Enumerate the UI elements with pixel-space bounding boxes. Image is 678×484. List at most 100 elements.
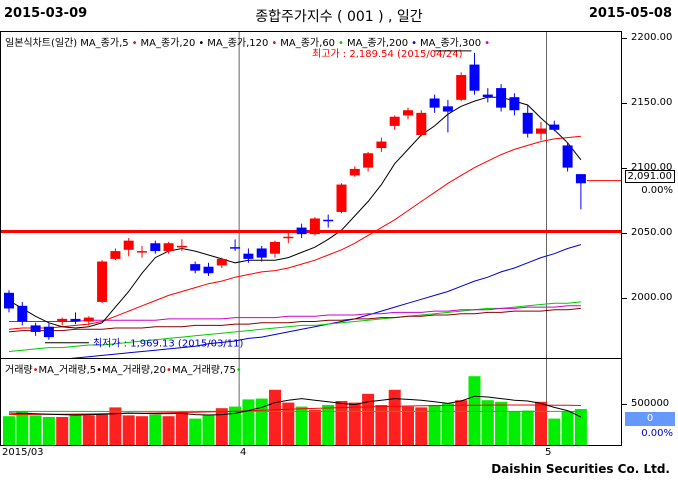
volume-bar[interactable] xyxy=(269,389,281,445)
volume-bar[interactable] xyxy=(481,400,494,445)
volume-bar[interactable] xyxy=(415,407,428,445)
volume-chart[interactable] xyxy=(1,359,621,445)
candle[interactable] xyxy=(376,137,387,152)
volume-bar[interactable] xyxy=(56,417,69,445)
volume-bar[interactable] xyxy=(441,403,454,445)
candle[interactable] xyxy=(243,248,254,263)
volume-bar[interactable] xyxy=(508,411,521,445)
volume-tick-label: 500000 xyxy=(631,398,670,409)
volume-bar[interactable] xyxy=(548,418,561,445)
candle[interactable] xyxy=(496,84,507,112)
candle[interactable] xyxy=(336,183,347,214)
candle[interactable] xyxy=(30,322,41,336)
volume-bar[interactable] xyxy=(136,416,148,445)
candle[interactable] xyxy=(4,290,14,313)
volume-bar[interactable] xyxy=(388,389,401,445)
candle[interactable] xyxy=(70,312,81,325)
candle[interactable] xyxy=(323,214,334,228)
candle[interactable] xyxy=(283,231,294,244)
volume-bar[interactable] xyxy=(468,376,481,445)
candle[interactable] xyxy=(469,52,480,95)
candle[interactable] xyxy=(123,238,134,257)
candle-body xyxy=(43,326,54,338)
volume-bar[interactable] xyxy=(402,406,414,445)
candle[interactable] xyxy=(522,105,533,138)
candle[interactable] xyxy=(150,240,161,254)
candle[interactable] xyxy=(389,115,400,130)
candle[interactable] xyxy=(57,317,68,326)
volume-bar[interactable] xyxy=(428,405,441,445)
candle-body xyxy=(83,317,94,322)
volume-bar[interactable] xyxy=(521,410,534,445)
candle[interactable] xyxy=(17,301,28,326)
price-tick xyxy=(621,298,627,300)
candle[interactable] xyxy=(296,223,307,239)
volume-bar[interactable] xyxy=(215,408,228,445)
volume-bar[interactable] xyxy=(561,411,574,445)
volume-bar[interactable] xyxy=(322,405,335,445)
volume-bar[interactable] xyxy=(69,414,82,445)
candle[interactable] xyxy=(97,260,108,304)
volume-bar[interactable] xyxy=(308,409,321,445)
volume-bar[interactable] xyxy=(242,399,255,445)
candle[interactable] xyxy=(270,240,280,258)
price-panel[interactable]: 최고가 : 2,189.54 (2015/04/24) 최저가 : 1,969.1… xyxy=(0,31,622,365)
candle-body xyxy=(203,266,214,274)
candle[interactable] xyxy=(83,316,94,326)
candle[interactable] xyxy=(230,239,241,252)
candle[interactable] xyxy=(575,174,586,210)
volume-bar[interactable] xyxy=(348,402,361,445)
volume-bar[interactable] xyxy=(42,417,55,445)
x-label-apr: 4 xyxy=(240,447,247,458)
candle[interactable] xyxy=(216,257,227,269)
volume-bar[interactable] xyxy=(295,406,308,445)
price-chart[interactable]: 최고가 : 2,189.54 (2015/04/24) 최저가 : 1,969.1… xyxy=(1,32,621,365)
volume-bar[interactable] xyxy=(3,416,15,445)
candle[interactable] xyxy=(110,248,121,261)
volume-bar[interactable] xyxy=(574,409,587,445)
candle[interactable] xyxy=(456,72,467,102)
candle[interactable] xyxy=(43,322,54,340)
volume-bar[interactable] xyxy=(282,402,295,445)
candle[interactable] xyxy=(176,239,187,252)
candle[interactable] xyxy=(349,166,360,177)
volume-bar[interactable] xyxy=(109,407,122,445)
legend-swatch: • xyxy=(271,38,278,49)
candle[interactable] xyxy=(562,142,573,172)
candle[interactable] xyxy=(309,217,320,236)
candle[interactable] xyxy=(190,261,201,274)
candle[interactable] xyxy=(256,245,267,262)
volume-bar[interactable] xyxy=(175,412,188,445)
volume-bar[interactable] xyxy=(29,415,42,445)
volume-bar[interactable] xyxy=(455,400,468,445)
volume-bar[interactable] xyxy=(122,415,135,445)
candle[interactable] xyxy=(403,107,413,120)
volume-bar[interactable] xyxy=(162,416,175,445)
volume-bar[interactable] xyxy=(375,405,388,445)
volume-bar[interactable] xyxy=(16,411,29,445)
volume-bar[interactable] xyxy=(96,414,109,445)
candle-body xyxy=(469,64,480,91)
candle[interactable] xyxy=(482,88,493,103)
candle[interactable] xyxy=(549,120,560,132)
volume-panel[interactable]: 거래량•MA_거래량,5•MA_거래량,20•MA_거래량,75• xyxy=(0,358,622,446)
volume-bar[interactable] xyxy=(535,401,547,445)
candle[interactable] xyxy=(363,151,374,172)
volume-bar[interactable] xyxy=(189,418,202,445)
volume-bar[interactable] xyxy=(82,415,95,445)
candle[interactable] xyxy=(429,94,440,113)
candle[interactable] xyxy=(137,245,147,258)
candle[interactable] xyxy=(163,241,174,254)
vol-ma5-line xyxy=(8,395,582,418)
volume-bar[interactable] xyxy=(202,414,215,445)
volume-current-change: 0.00% xyxy=(641,428,673,439)
candle[interactable] xyxy=(442,99,453,133)
candle[interactable] xyxy=(416,110,427,137)
volume-bar[interactable] xyxy=(495,401,508,445)
volume-bar[interactable] xyxy=(335,401,348,445)
volume-bar[interactable] xyxy=(229,406,242,445)
candle[interactable] xyxy=(509,93,520,116)
volume-bar[interactable] xyxy=(149,414,162,445)
candle[interactable] xyxy=(203,262,214,276)
candle[interactable] xyxy=(536,121,546,141)
